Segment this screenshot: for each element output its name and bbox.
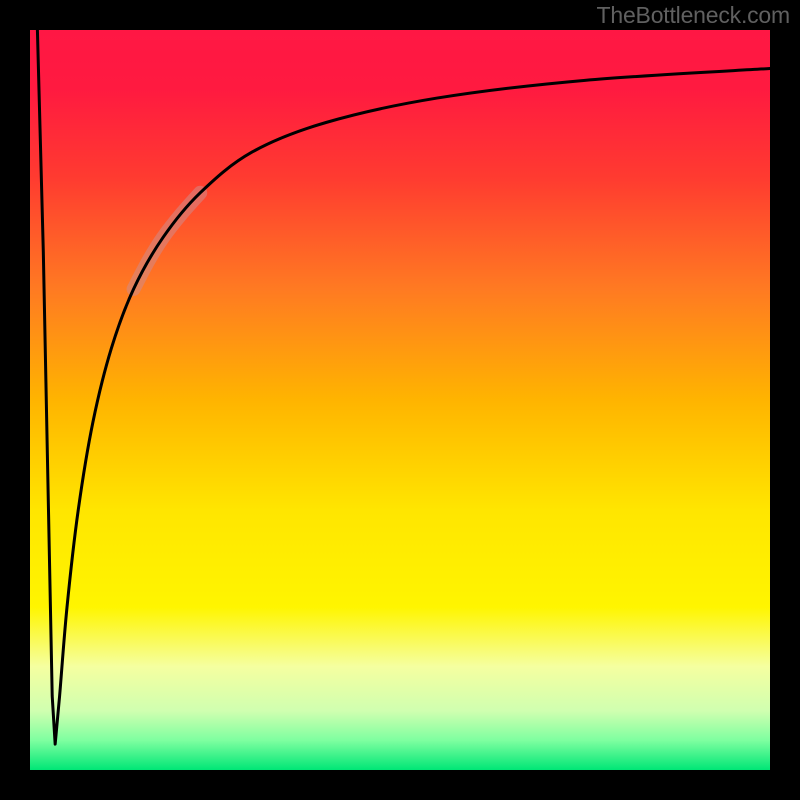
curve-highlight-segment	[134, 193, 201, 289]
bottleneck-curve	[37, 30, 770, 744]
plot-area	[30, 30, 770, 770]
curve-layer	[30, 30, 770, 770]
chart-container: TheBottleneck.com	[0, 0, 800, 800]
watermark-text: TheBottleneck.com	[597, 2, 790, 29]
